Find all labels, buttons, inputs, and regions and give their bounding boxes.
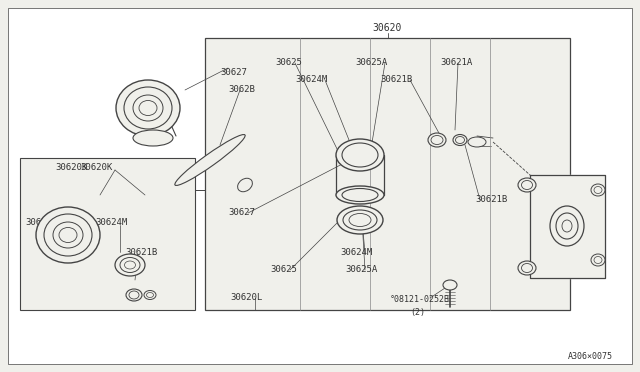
Ellipse shape bbox=[237, 178, 252, 192]
Text: 30627: 30627 bbox=[220, 68, 247, 77]
Ellipse shape bbox=[594, 186, 602, 193]
Ellipse shape bbox=[129, 291, 139, 299]
Ellipse shape bbox=[336, 139, 384, 171]
Ellipse shape bbox=[591, 254, 605, 266]
Text: 30620: 30620 bbox=[372, 23, 402, 33]
Text: A306×0075: A306×0075 bbox=[568, 352, 613, 361]
Ellipse shape bbox=[468, 137, 486, 147]
Ellipse shape bbox=[336, 186, 384, 204]
Text: 30620K: 30620K bbox=[80, 163, 112, 172]
Ellipse shape bbox=[556, 213, 578, 239]
Text: 30620K: 30620K bbox=[55, 163, 87, 172]
Text: (2): (2) bbox=[410, 308, 425, 317]
Ellipse shape bbox=[133, 130, 173, 146]
Ellipse shape bbox=[59, 228, 77, 243]
Ellipse shape bbox=[337, 206, 383, 234]
Ellipse shape bbox=[456, 137, 465, 144]
Ellipse shape bbox=[44, 214, 92, 256]
Ellipse shape bbox=[126, 289, 142, 301]
Ellipse shape bbox=[175, 135, 245, 186]
Ellipse shape bbox=[428, 133, 446, 147]
Ellipse shape bbox=[36, 207, 100, 263]
Text: 30621A: 30621A bbox=[440, 58, 472, 67]
Ellipse shape bbox=[125, 261, 136, 269]
Ellipse shape bbox=[453, 135, 467, 145]
Text: 30621B: 30621B bbox=[475, 195, 508, 204]
Bar bbox=[20, 158, 195, 310]
Polygon shape bbox=[530, 175, 605, 278]
Text: 30624M: 30624M bbox=[95, 218, 127, 227]
Ellipse shape bbox=[349, 214, 371, 227]
Text: 30625: 30625 bbox=[270, 265, 297, 274]
Text: °08121-0252B: °08121-0252B bbox=[390, 295, 450, 304]
Ellipse shape bbox=[518, 178, 536, 192]
Text: 30625A: 30625A bbox=[345, 265, 377, 274]
Text: 30625: 30625 bbox=[275, 58, 302, 67]
Text: 30624M: 30624M bbox=[340, 248, 372, 257]
Ellipse shape bbox=[518, 261, 536, 275]
Text: 30621B: 30621B bbox=[125, 248, 157, 257]
Text: 30620L: 30620L bbox=[230, 293, 262, 302]
Ellipse shape bbox=[594, 257, 602, 263]
Ellipse shape bbox=[591, 184, 605, 196]
Ellipse shape bbox=[343, 210, 377, 230]
Ellipse shape bbox=[431, 135, 443, 144]
Ellipse shape bbox=[120, 257, 140, 273]
Ellipse shape bbox=[342, 189, 378, 202]
Text: 3062B: 3062B bbox=[228, 85, 255, 94]
Ellipse shape bbox=[144, 291, 156, 299]
Ellipse shape bbox=[522, 180, 532, 189]
Ellipse shape bbox=[562, 220, 572, 232]
Text: 30625A: 30625A bbox=[355, 58, 387, 67]
Ellipse shape bbox=[550, 206, 584, 246]
Ellipse shape bbox=[443, 280, 457, 290]
Text: 30627: 30627 bbox=[25, 218, 52, 227]
Ellipse shape bbox=[139, 100, 157, 115]
Ellipse shape bbox=[115, 254, 145, 276]
Text: 30621B: 30621B bbox=[380, 75, 412, 84]
Ellipse shape bbox=[133, 95, 163, 121]
Text: 30624M: 30624M bbox=[295, 75, 327, 84]
Ellipse shape bbox=[342, 143, 378, 167]
Ellipse shape bbox=[116, 80, 180, 136]
Ellipse shape bbox=[53, 222, 83, 248]
Ellipse shape bbox=[147, 292, 154, 298]
Ellipse shape bbox=[124, 87, 172, 129]
Bar bbox=[205, 38, 570, 310]
Ellipse shape bbox=[522, 263, 532, 273]
Text: 30627: 30627 bbox=[228, 208, 255, 217]
